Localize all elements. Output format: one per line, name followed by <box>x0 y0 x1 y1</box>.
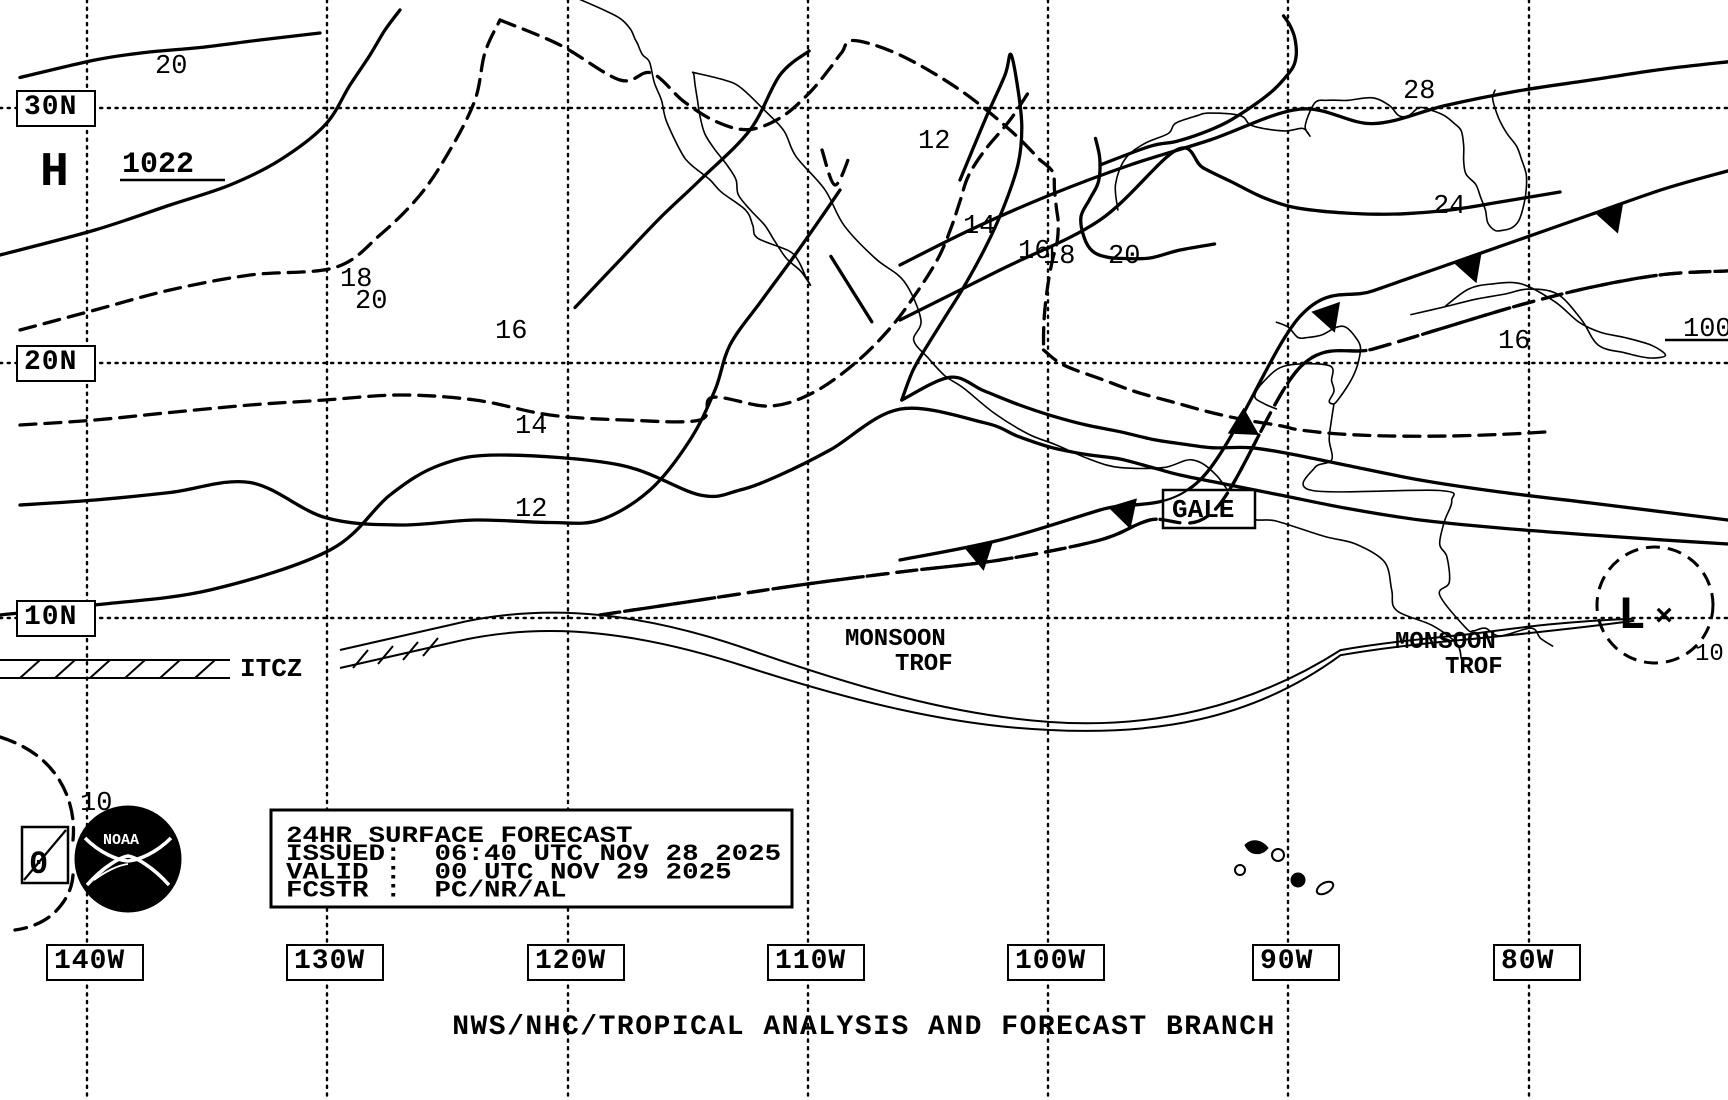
svg-text:L: L <box>1618 590 1646 642</box>
svg-text:12: 12 <box>515 495 547 525</box>
svg-text:MONSOON: MONSOON <box>845 626 946 653</box>
svg-text:28: 28 <box>1403 77 1435 107</box>
svg-text:TROF: TROF <box>1445 654 1503 681</box>
svg-text:18: 18 <box>340 265 372 295</box>
svg-text:NOAA: NOAA <box>103 832 139 849</box>
svg-text:TROF: TROF <box>895 651 953 678</box>
svg-text:18: 18 <box>1043 242 1075 272</box>
svg-text:MONSOON: MONSOON <box>1395 629 1496 656</box>
svg-text:10: 10 <box>1695 641 1724 668</box>
svg-text:16: 16 <box>495 317 527 347</box>
svg-text:1022: 1022 <box>122 148 194 182</box>
svg-text:0: 0 <box>29 846 48 883</box>
svg-text:20: 20 <box>1108 242 1140 272</box>
svg-text:20: 20 <box>155 52 187 82</box>
svg-text:24: 24 <box>1433 192 1465 222</box>
svg-text:14: 14 <box>515 412 547 442</box>
svg-text:×: × <box>1655 601 1673 635</box>
svg-text:12: 12 <box>918 127 950 157</box>
svg-text:16: 16 <box>1498 327 1530 357</box>
svg-text:ITCZ: ITCZ <box>240 654 302 684</box>
svg-text:H: H <box>40 146 69 200</box>
